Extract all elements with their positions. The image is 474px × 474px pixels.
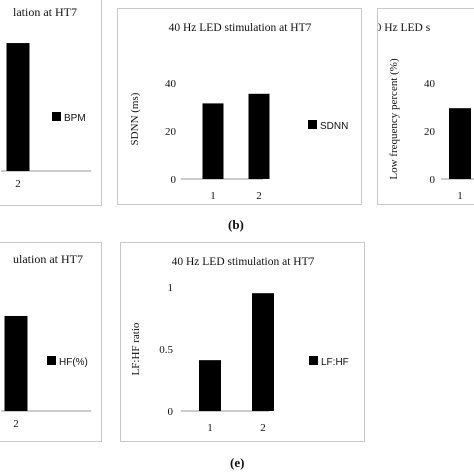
y-tick-label: 0 — [171, 174, 177, 186]
legend-label: SDNN — [320, 121, 348, 132]
x-tick-label: 2 — [256, 190, 262, 202]
y-axis-label: Low frequency percent (%) — [388, 58, 400, 180]
bar-2 — [4, 315, 28, 411]
chart-panel-a: lation at HT7 2 BPM — [0, 0, 102, 206]
y-tick-label: 0 — [168, 406, 174, 418]
caption-e: (e) — [230, 455, 245, 470]
y-axis-label: SDNN (ms) — [129, 92, 141, 145]
legend-swatch — [308, 120, 317, 129]
legend-label: BPM — [64, 113, 86, 124]
chart-title: lation at HT7 — [13, 5, 77, 19]
legend-swatch — [47, 356, 56, 365]
chart-e-svg: 40 Hz LED stimulation at HT7 0 0.5 1 LF:HF r… — [130, 256, 349, 434]
chart-panel-d: ulation at HT7 2 HF(%) — [0, 242, 102, 442]
chart-title: 40 Hz LED stimulation at HT7 — [172, 256, 315, 268]
bar-2 — [6, 43, 30, 171]
chart-panel-c: 40 Hz LED s 0 20 40 Low frequency percent (%… — [377, 8, 474, 205]
chart-b-svg: 40 Hz LED stimulation at HT7 0 20 40 SDNN (m… — [129, 22, 348, 202]
bar-1 — [199, 360, 221, 411]
y-axis-label: LF:HF ratio — [130, 322, 142, 375]
legend-swatch — [52, 112, 61, 121]
caption-b: (b) — [228, 217, 244, 232]
chart-c-svg: 40 Hz LED s 0 20 40 Low frequency percent (%… — [378, 22, 474, 202]
y-tick-label: 20 — [424, 126, 436, 138]
bar-2 — [252, 293, 274, 411]
legend-label: HF(%) — [59, 357, 88, 368]
y-tick-label: 0 — [430, 174, 436, 186]
y-tick-label: 0.5 — [159, 344, 173, 356]
legend-swatch — [309, 356, 318, 365]
bar-1 — [449, 108, 471, 179]
x-tick-label: 1 — [210, 190, 216, 202]
chart-title: 40 Hz LED stimulation at HT7 — [169, 22, 312, 34]
y-tick-label: 1 — [168, 282, 174, 294]
y-tick-label: 20 — [165, 126, 177, 138]
x-tick-label: 2 — [13, 418, 19, 430]
chart-panel-e: 40 Hz LED stimulation at HT7 0 0.5 1 LF:HF r… — [120, 242, 365, 442]
y-tick-label: 40 — [424, 78, 436, 90]
x-tick-label: 1 — [207, 422, 213, 434]
legend-label: LF:HF — [321, 357, 349, 368]
x-tick-label: 2 — [260, 422, 266, 434]
bar-1 — [202, 103, 224, 179]
chart-d-svg: ulation at HT7 2 HF(%) — [1, 252, 91, 430]
y-tick-label: 40 — [165, 78, 177, 90]
chart-title: ulation at HT7 — [13, 252, 83, 266]
bar-2 — [248, 93, 270, 179]
chart-panel-b: 40 Hz LED stimulation at HT7 0 20 40 SDNN (m… — [117, 8, 362, 205]
chart-title: 40 Hz LED s — [378, 22, 431, 34]
chart-a-svg: lation at HT7 2 BPM — [1, 5, 91, 190]
x-tick-label: 1 — [457, 190, 463, 202]
x-tick-label: 2 — [15, 178, 21, 190]
